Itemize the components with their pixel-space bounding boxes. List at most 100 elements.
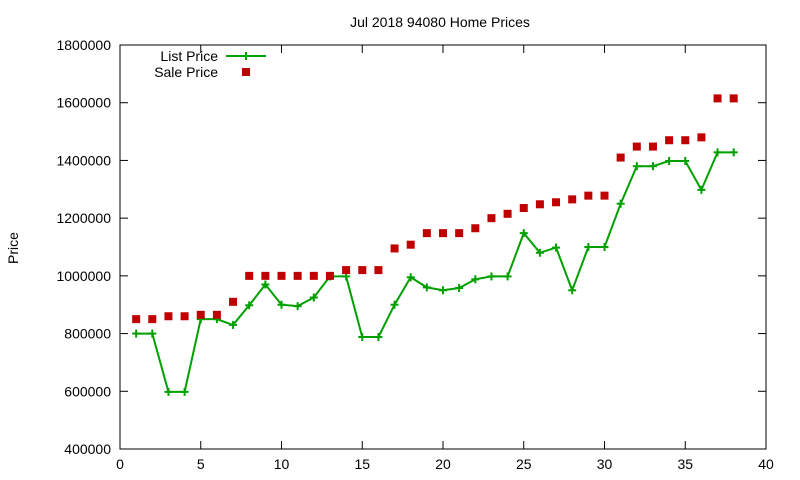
list-price-point bbox=[148, 329, 157, 338]
sale-price-point bbox=[309, 271, 318, 280]
x-tick-label: 35 bbox=[677, 456, 693, 472]
list-price-point bbox=[600, 243, 609, 251]
list-price-point bbox=[245, 301, 254, 310]
sale-price-point bbox=[422, 229, 431, 238]
sale-price-point bbox=[616, 153, 625, 162]
y-tick-label: 600000 bbox=[64, 383, 111, 399]
legend-square bbox=[242, 68, 250, 76]
y-axis-label: Price bbox=[5, 232, 21, 264]
list-price-point bbox=[535, 248, 544, 257]
sale-price-point bbox=[729, 94, 738, 103]
sale-price-point bbox=[293, 271, 302, 280]
x-tick-label: 10 bbox=[274, 456, 290, 472]
list-price-point bbox=[487, 272, 496, 281]
sale-price-point bbox=[455, 229, 464, 238]
legend-label: List Price bbox=[160, 48, 218, 64]
x-tick-label: 15 bbox=[354, 456, 370, 472]
list-price-point bbox=[519, 229, 528, 238]
y-tick-label: 1800000 bbox=[56, 37, 111, 53]
list-price-point bbox=[293, 302, 302, 311]
sale-price-point bbox=[487, 214, 496, 223]
sale-price-point bbox=[519, 204, 528, 213]
sale-price-point bbox=[390, 244, 399, 253]
list-price-point bbox=[552, 243, 561, 252]
x-tick-label: 30 bbox=[597, 456, 613, 472]
sale-price-point bbox=[180, 312, 189, 321]
y-tick-label: 1400000 bbox=[56, 152, 111, 168]
sale-price-point bbox=[471, 224, 480, 233]
x-tick-label: 40 bbox=[758, 456, 774, 472]
list-price-point bbox=[390, 300, 399, 309]
sale-price-point bbox=[632, 142, 641, 151]
list-price-line bbox=[136, 151, 734, 393]
x-tick-label: 5 bbox=[197, 456, 205, 472]
list-price-point bbox=[713, 148, 722, 157]
list-price-point bbox=[406, 273, 415, 282]
sale-price-point bbox=[229, 297, 238, 306]
sale-price-point bbox=[503, 209, 512, 218]
sale-price-point bbox=[148, 315, 157, 324]
sale-price-point bbox=[374, 266, 383, 275]
sale-price-point bbox=[342, 266, 351, 275]
sale-price-point bbox=[132, 315, 141, 324]
x-tick-label: 0 bbox=[116, 456, 124, 472]
list-price-point bbox=[309, 293, 318, 302]
list-price-point bbox=[568, 286, 577, 295]
sale-price-point bbox=[212, 310, 221, 319]
list-price-point bbox=[439, 286, 447, 295]
list-price-point bbox=[697, 185, 706, 194]
plot-frame bbox=[119, 44, 767, 450]
sale-price-point bbox=[439, 229, 447, 238]
sale-price-point bbox=[261, 271, 270, 280]
list-price-point bbox=[261, 280, 270, 289]
sale-price-point bbox=[358, 266, 367, 275]
y-tick-label: 800000 bbox=[64, 326, 111, 342]
list-price-point bbox=[729, 148, 738, 157]
series-marks bbox=[132, 94, 738, 396]
list-price-point bbox=[455, 283, 464, 292]
list-price-point bbox=[616, 199, 625, 208]
sale-price-point bbox=[196, 310, 205, 319]
legend-plus bbox=[242, 52, 250, 60]
sale-price-point bbox=[164, 312, 173, 321]
sale-price-point bbox=[665, 136, 674, 145]
sale-price-point bbox=[277, 271, 286, 280]
list-price-point bbox=[132, 329, 141, 338]
sale-price-point bbox=[535, 200, 544, 209]
list-price-point bbox=[277, 300, 286, 309]
axes: 0 5 10 15 20 25 30 35 40 400000 600000 800000 100000… bbox=[56, 37, 774, 472]
list-price-point bbox=[374, 333, 383, 342]
sale-price-point bbox=[713, 94, 722, 103]
sale-price-point bbox=[600, 191, 609, 200]
list-price-point bbox=[648, 162, 657, 171]
legend-label: Sale Price bbox=[154, 64, 218, 80]
sale-price-point bbox=[697, 133, 706, 142]
x-tick-label: 25 bbox=[516, 456, 532, 472]
list-price-point bbox=[665, 157, 674, 166]
list-price-point bbox=[503, 272, 512, 281]
list-price-point bbox=[584, 243, 593, 251]
chart-title: Jul 2018 94080 Home Prices bbox=[350, 14, 530, 30]
list-price-point bbox=[422, 283, 431, 292]
y-tick-label: 1200000 bbox=[56, 210, 111, 226]
sale-price-point bbox=[325, 271, 334, 280]
list-price-point bbox=[164, 387, 173, 396]
sale-price-point bbox=[406, 240, 415, 249]
list-price-point bbox=[681, 157, 690, 166]
y-tick-label: 1000000 bbox=[56, 268, 111, 284]
list-price-point bbox=[358, 333, 367, 342]
sale-price-point bbox=[245, 271, 254, 280]
list-price-point bbox=[471, 275, 480, 284]
sale-price-point bbox=[584, 191, 593, 200]
sale-price-point bbox=[681, 136, 690, 145]
list-price-point bbox=[632, 162, 641, 171]
list-price-point bbox=[180, 387, 189, 396]
sale-price-point bbox=[568, 195, 577, 204]
list-price-point bbox=[229, 320, 238, 329]
sale-price-point bbox=[648, 142, 657, 151]
x-tick-label: 20 bbox=[435, 456, 451, 472]
y-tick-label: 400000 bbox=[64, 441, 111, 457]
sale-price-point bbox=[552, 198, 561, 207]
